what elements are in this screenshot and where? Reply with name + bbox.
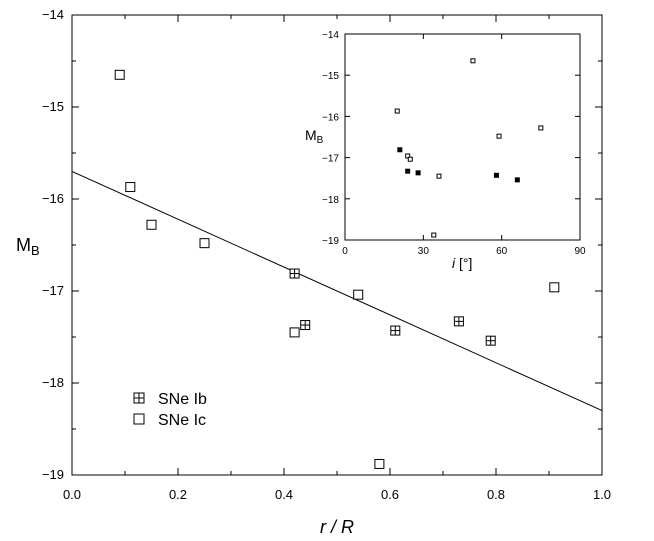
inset-y-tick-label: −18	[322, 195, 339, 206]
inset-data-point	[538, 125, 544, 131]
marker-shape	[514, 177, 520, 183]
data-point	[289, 327, 300, 338]
marker-shape	[125, 182, 136, 193]
inset-x-axis-title: i [°]	[452, 255, 472, 271]
inset-plot-frame	[344, 33, 581, 241]
x-tick-label: 1.0	[593, 487, 611, 502]
inset-data-point	[493, 172, 499, 178]
inset-x-tick-label: 90	[574, 246, 586, 257]
legend-label: SNe Ic	[158, 412, 206, 429]
inset-data-point	[397, 147, 403, 153]
inset-data-point	[496, 133, 502, 139]
marker-shape	[405, 168, 411, 174]
legend-marker	[133, 392, 145, 404]
y-tick-label: −19	[42, 467, 64, 482]
marker-shape	[374, 458, 385, 469]
data-point	[390, 325, 401, 336]
marker-shape	[114, 69, 125, 80]
marker-shape	[496, 133, 502, 139]
marker-shape	[394, 108, 400, 114]
inset-data-point	[436, 173, 442, 179]
fit-line	[71, 170, 603, 412]
inset-data-point	[405, 153, 411, 159]
data-point	[125, 182, 136, 193]
marker-shape	[353, 289, 364, 300]
data-point	[353, 289, 364, 300]
y-axis-title-main: M	[16, 235, 31, 255]
inset-data-point	[514, 177, 520, 183]
data-point	[289, 268, 300, 279]
legend-marker	[133, 413, 145, 425]
inset-y-tick-label: −16	[322, 112, 339, 123]
legend-label: SNe Ib	[158, 391, 207, 408]
inset-data-point	[407, 156, 413, 162]
x-tick-label: 0.6	[381, 487, 399, 502]
marker-shape	[289, 327, 300, 338]
inset-x-tick-label: 30	[418, 246, 430, 257]
inset-y-tick-label: −15	[322, 71, 339, 82]
data-point	[374, 458, 385, 469]
x-tick-label: 0.0	[63, 487, 81, 502]
inset-y-tick-label: −17	[322, 154, 339, 165]
inset-data-point	[431, 232, 437, 238]
marker-shape	[493, 172, 499, 178]
marker-shape	[405, 153, 411, 159]
inset-x-tick-label: 0	[342, 246, 348, 257]
data-point	[549, 282, 560, 293]
marker-shape	[431, 232, 437, 238]
marker-shape	[133, 413, 145, 425]
inset-x-axis-title-unit: [°]	[455, 255, 472, 271]
inset-y-tick-label: −19	[322, 236, 339, 247]
y-axis-title-sub: B	[31, 243, 40, 258]
marker-shape	[470, 58, 476, 64]
data-point	[146, 219, 157, 230]
inset-data-point	[394, 108, 400, 114]
y-tick-label: −16	[42, 191, 64, 206]
data-point	[114, 69, 125, 80]
inset-y-axis-title: MB	[305, 127, 324, 146]
inset-x-axis-title-main: i	[452, 255, 456, 271]
inset-data-point	[415, 170, 421, 176]
marker-shape	[397, 147, 403, 153]
x-tick-label: 0.2	[169, 487, 187, 502]
data-point	[300, 320, 311, 331]
marker-shape	[415, 170, 421, 176]
x-tick-label: 0.8	[487, 487, 505, 502]
inset-data-point	[405, 168, 411, 174]
inset-x-tick-label: 60	[496, 246, 508, 257]
inset-data-point	[470, 58, 476, 64]
marker-shape	[199, 238, 210, 249]
data-point	[199, 238, 210, 249]
x-axis-title: r / R	[320, 517, 354, 536]
main-chart: 0.0 0.2 0.4 0.6 0.8 1.0 −14 −15 −16 −17 −18 −19 r / …	[16, 7, 611, 537]
marker-shape	[436, 173, 442, 179]
data-point	[453, 316, 464, 327]
y-axis-title: MB	[16, 235, 40, 258]
y-tick-label: −18	[42, 375, 64, 390]
marker-shape	[407, 156, 413, 162]
inset-y-axis-title-sub: B	[317, 135, 324, 146]
inset-y-tick-label: −14	[322, 30, 339, 41]
inset-y-axis-title-main: M	[305, 127, 317, 143]
marker-shape	[146, 219, 157, 230]
y-tick-label: −17	[42, 283, 64, 298]
y-tick-label: −15	[42, 99, 64, 114]
marker-shape	[538, 125, 544, 131]
marker-shape	[549, 282, 560, 293]
inset-chart: 0 30 60 90 −14 −15 −16 −17 −18 −19 i [°] MB	[305, 30, 586, 271]
y-tick-label: −14	[42, 7, 64, 22]
x-tick-label: 0.4	[275, 487, 293, 502]
legend: SNe Ib SNe Ic	[133, 391, 207, 429]
data-point	[485, 335, 496, 346]
